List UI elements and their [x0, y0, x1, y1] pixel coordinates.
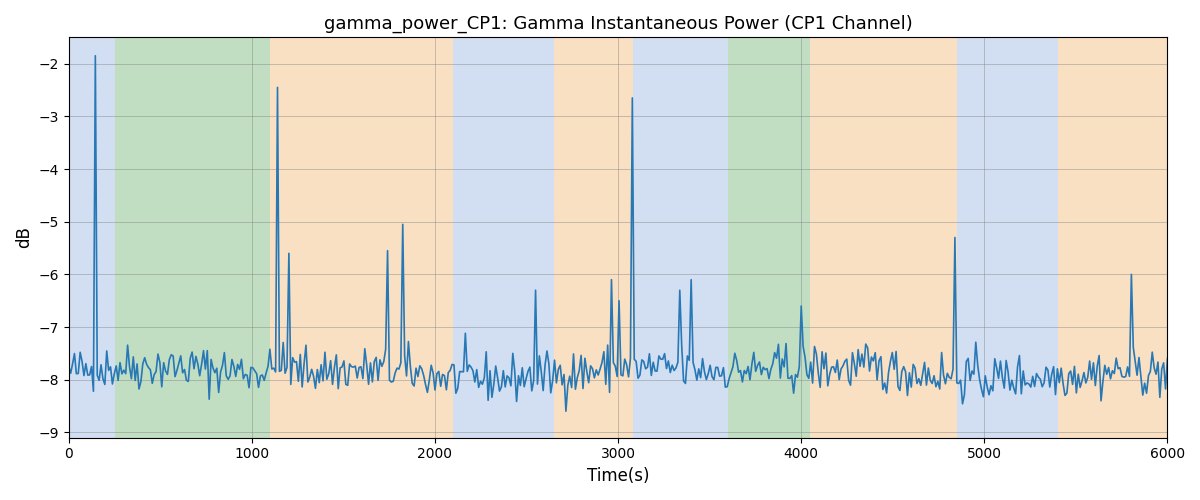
Bar	[68, 38, 114, 438]
Bar	[632, 38, 701, 438]
Bar	[454, 38, 554, 438]
Bar	[1057, 38, 1168, 438]
Bar	[701, 38, 728, 438]
Bar	[728, 38, 810, 438]
Bar	[956, 38, 1057, 438]
Bar	[554, 38, 632, 438]
Bar	[114, 38, 270, 438]
Y-axis label: dB: dB	[16, 226, 34, 248]
X-axis label: Time(s): Time(s)	[587, 467, 649, 485]
Bar	[810, 38, 956, 438]
Bar	[270, 38, 454, 438]
Title: gamma_power_CP1: Gamma Instantaneous Power (CP1 Channel): gamma_power_CP1: Gamma Instantaneous Pow…	[324, 15, 912, 34]
